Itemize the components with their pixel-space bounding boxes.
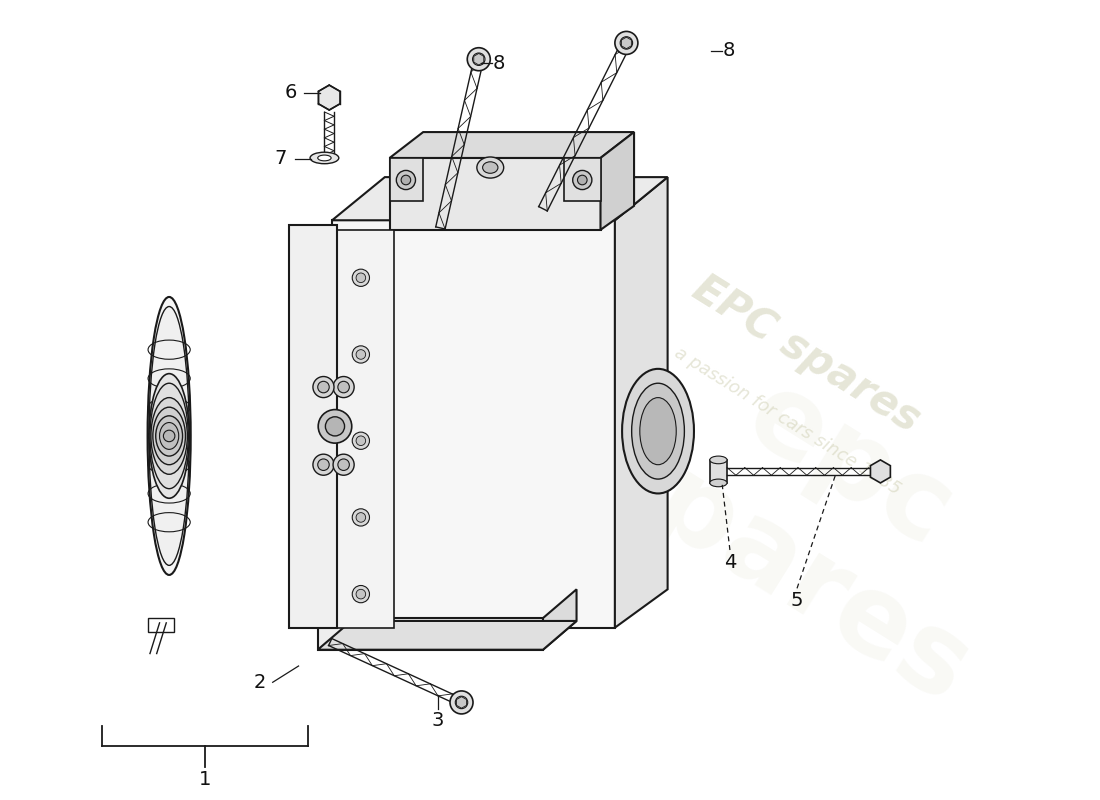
Ellipse shape: [148, 306, 189, 566]
Polygon shape: [318, 85, 340, 110]
Text: a passion for cars since 1985: a passion for cars since 1985: [671, 344, 904, 499]
Text: epc
spares: epc spares: [579, 309, 1054, 726]
Ellipse shape: [318, 410, 352, 443]
Ellipse shape: [338, 459, 350, 470]
Polygon shape: [710, 460, 727, 483]
Ellipse shape: [338, 382, 350, 393]
Ellipse shape: [151, 398, 187, 474]
Text: 8: 8: [492, 54, 505, 73]
Ellipse shape: [326, 417, 344, 436]
Ellipse shape: [710, 479, 727, 486]
Ellipse shape: [455, 696, 468, 709]
Ellipse shape: [356, 513, 365, 522]
Polygon shape: [318, 618, 543, 650]
Ellipse shape: [356, 350, 365, 359]
Ellipse shape: [156, 416, 183, 456]
Ellipse shape: [356, 273, 365, 282]
Ellipse shape: [309, 250, 359, 602]
Ellipse shape: [710, 456, 727, 464]
Polygon shape: [289, 225, 337, 628]
Ellipse shape: [306, 234, 362, 618]
Ellipse shape: [620, 37, 632, 49]
Polygon shape: [543, 590, 576, 650]
Text: 6: 6: [284, 83, 297, 102]
Polygon shape: [389, 158, 424, 201]
Ellipse shape: [573, 170, 592, 190]
Ellipse shape: [312, 377, 334, 398]
Ellipse shape: [352, 586, 370, 602]
Ellipse shape: [318, 459, 329, 470]
Ellipse shape: [615, 31, 638, 54]
Polygon shape: [328, 230, 395, 628]
Ellipse shape: [396, 170, 416, 190]
Ellipse shape: [356, 436, 365, 446]
Ellipse shape: [318, 155, 331, 161]
Ellipse shape: [333, 454, 354, 475]
Text: 2: 2: [254, 673, 266, 692]
Ellipse shape: [578, 175, 587, 185]
Ellipse shape: [148, 374, 189, 498]
Ellipse shape: [473, 53, 485, 66]
Text: 1: 1: [198, 770, 211, 790]
Polygon shape: [332, 220, 615, 628]
Ellipse shape: [352, 269, 370, 286]
Ellipse shape: [450, 691, 473, 714]
Ellipse shape: [476, 157, 504, 178]
Ellipse shape: [402, 175, 410, 185]
Ellipse shape: [468, 48, 491, 70]
Polygon shape: [332, 177, 668, 220]
Ellipse shape: [310, 152, 339, 164]
Polygon shape: [389, 158, 601, 230]
Ellipse shape: [483, 162, 498, 174]
Ellipse shape: [356, 590, 365, 599]
Ellipse shape: [312, 454, 334, 475]
Polygon shape: [318, 621, 576, 650]
Text: 8: 8: [723, 41, 735, 60]
Ellipse shape: [352, 509, 370, 526]
Ellipse shape: [160, 422, 178, 450]
Ellipse shape: [153, 407, 186, 465]
Text: 7: 7: [275, 150, 287, 169]
Ellipse shape: [640, 398, 676, 465]
Ellipse shape: [623, 369, 694, 494]
Polygon shape: [615, 177, 668, 628]
Ellipse shape: [631, 383, 684, 479]
Text: 3: 3: [431, 711, 443, 730]
Text: 5: 5: [791, 591, 803, 610]
Ellipse shape: [147, 297, 190, 575]
Polygon shape: [564, 158, 601, 201]
Polygon shape: [601, 132, 634, 230]
Ellipse shape: [352, 432, 370, 450]
Ellipse shape: [333, 377, 354, 398]
Ellipse shape: [352, 346, 370, 363]
Ellipse shape: [318, 382, 329, 393]
Ellipse shape: [164, 430, 175, 442]
Polygon shape: [870, 460, 890, 483]
Text: 4: 4: [724, 553, 736, 572]
Ellipse shape: [150, 383, 188, 489]
Polygon shape: [389, 132, 634, 158]
Text: EPC spares: EPC spares: [685, 268, 928, 441]
